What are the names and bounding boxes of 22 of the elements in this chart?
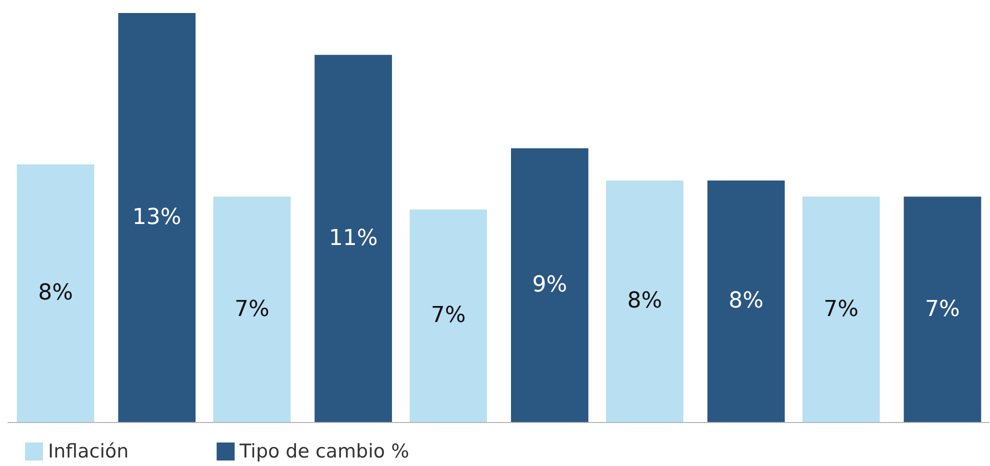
bar (510, 148, 588, 422)
bar (606, 180, 684, 422)
data-label: 7% (430, 303, 466, 328)
data-label: 8% (38, 280, 73, 306)
data-label: 8% (728, 288, 764, 314)
data-label: 8% (627, 288, 662, 314)
data-label: 7% (824, 296, 859, 322)
bar (707, 180, 785, 422)
legend-label: Inflación (48, 440, 129, 462)
bar (16, 164, 94, 422)
data-label: 13% (132, 205, 182, 230)
legend-label: Tipo de cambio % (238, 440, 410, 462)
bar (314, 54, 392, 422)
bar (904, 196, 982, 422)
bar (213, 196, 291, 422)
bar (118, 13, 196, 422)
data-label: 11% (328, 226, 378, 251)
bar (802, 196, 880, 422)
bar (410, 209, 488, 422)
data-label: 7% (925, 296, 960, 322)
data-label: 7% (234, 296, 270, 322)
data-label: 9% (532, 272, 568, 298)
